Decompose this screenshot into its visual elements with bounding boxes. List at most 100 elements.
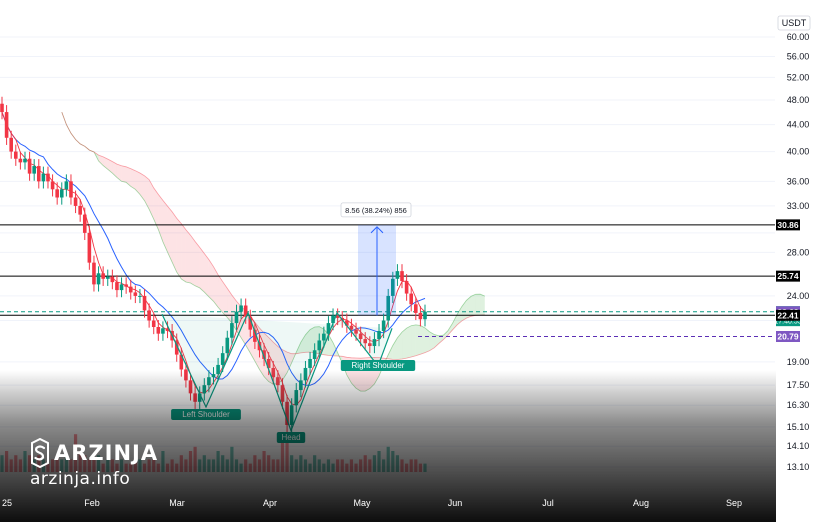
candle-body xyxy=(354,329,358,334)
candle-body xyxy=(59,189,64,198)
price-tick-label: 14.10 xyxy=(787,441,810,451)
cloud-segment xyxy=(434,334,439,348)
candle-body xyxy=(322,333,326,341)
cloud-segment xyxy=(116,164,122,182)
time-tick-label: Mar xyxy=(169,498,185,508)
candle-body xyxy=(423,311,427,320)
price-tick-label: 60.00 xyxy=(787,32,810,42)
candle-body xyxy=(414,304,418,313)
cloud-segment xyxy=(208,259,214,302)
cloud-segment xyxy=(190,235,196,286)
candle-body xyxy=(9,137,13,152)
candle-body xyxy=(381,320,386,331)
cloud-segment xyxy=(264,333,269,382)
price-tag-label: 30.86 xyxy=(777,220,799,230)
cloud-segment xyxy=(438,335,444,344)
cloud-segment xyxy=(310,327,315,353)
time-tick-label: Jun xyxy=(448,498,463,508)
currency-box xyxy=(777,15,811,31)
candle-body xyxy=(317,340,322,351)
price-tag-countdown: 17:40:55 xyxy=(774,319,801,326)
cloud-segment xyxy=(172,211,177,273)
price-tick-label: 28.00 xyxy=(787,247,810,257)
measure-arrow-head xyxy=(370,226,384,234)
candle-body xyxy=(50,181,55,190)
cloud-segment xyxy=(199,247,205,293)
candle-body xyxy=(0,103,4,113)
price-axis: USDT 60.00 56.00 52.00 48.00 44.00 40.00 36.00 3… xyxy=(774,0,822,522)
cloud-segment xyxy=(121,165,127,183)
candle-body xyxy=(248,316,253,330)
cloud-segment xyxy=(185,229,191,283)
cloud-segment xyxy=(98,155,104,166)
candle-body xyxy=(368,343,372,347)
cloud-segment xyxy=(328,334,334,356)
time-tick-label: Apr xyxy=(263,498,277,508)
cloud-segment xyxy=(470,294,476,317)
price-tick-label: 19.00 xyxy=(787,357,810,367)
candle-body xyxy=(36,166,41,182)
candle-body xyxy=(13,151,18,159)
price-tag-box xyxy=(776,309,800,321)
candle-body xyxy=(216,364,220,375)
cloud-segment xyxy=(112,161,117,178)
candle-body xyxy=(326,323,331,334)
cloud-segment xyxy=(149,179,154,220)
candle-body xyxy=(230,323,234,338)
price-tag-label: 25.74 xyxy=(777,271,799,281)
cloud-segment xyxy=(153,187,159,230)
cloud-segment xyxy=(300,334,306,353)
price-axis-panel xyxy=(776,0,822,522)
cloud-segment xyxy=(227,288,232,324)
cloud-segment xyxy=(411,324,416,357)
candle-body xyxy=(395,271,400,279)
cloud-segment xyxy=(397,332,403,360)
candle-body xyxy=(64,181,69,190)
candle-body xyxy=(345,320,349,326)
cloud-segment xyxy=(176,218,182,279)
price-tick-label: 13.10 xyxy=(787,462,810,472)
candle-body xyxy=(101,273,105,279)
candle-body xyxy=(156,327,161,334)
candle-body xyxy=(115,282,119,291)
cloud-segment xyxy=(480,294,485,316)
price-tag-label: 22.41 xyxy=(777,310,799,320)
candle-body xyxy=(174,340,179,355)
candle-body xyxy=(262,350,266,359)
time-tick-label: Sep xyxy=(726,498,742,508)
brand-logo-icon xyxy=(31,438,49,468)
candle-body xyxy=(418,312,423,320)
cloud-segment xyxy=(305,329,311,353)
cloud-segment xyxy=(388,345,393,360)
cloud-segment xyxy=(158,194,163,242)
measure-label: 8.56 (38.24%) 856 xyxy=(345,206,407,215)
candle-body xyxy=(404,281,409,294)
price-tick-label: 40.00 xyxy=(787,147,810,157)
cloud-segment xyxy=(402,328,407,359)
time-tick-label: Aug xyxy=(633,498,649,508)
bottom-fade xyxy=(0,370,822,522)
brand-site: arzinja.info xyxy=(30,469,131,489)
candle-body xyxy=(133,292,138,296)
time-tick-label: May xyxy=(353,498,371,508)
candle-body xyxy=(234,311,239,324)
candle-body xyxy=(377,330,381,340)
candle-body xyxy=(46,173,50,182)
candle-body xyxy=(400,271,404,282)
price-tick-label: 24.00 xyxy=(787,291,810,301)
cloud-segment xyxy=(204,253,209,297)
price-tick-label: 36.00 xyxy=(787,176,810,186)
candle-body xyxy=(165,328,170,331)
cloud-segment xyxy=(475,294,481,316)
cloud-segment xyxy=(126,166,131,187)
cloud-segment xyxy=(107,159,113,174)
cloud-segment xyxy=(415,324,421,356)
candle-body xyxy=(253,329,257,342)
candle-body xyxy=(73,197,78,206)
candle-body xyxy=(409,293,414,305)
candle-body xyxy=(96,273,101,285)
measure-label-box xyxy=(340,202,412,218)
candle-body xyxy=(151,320,156,328)
price-tick-label: 15.10 xyxy=(787,422,810,432)
